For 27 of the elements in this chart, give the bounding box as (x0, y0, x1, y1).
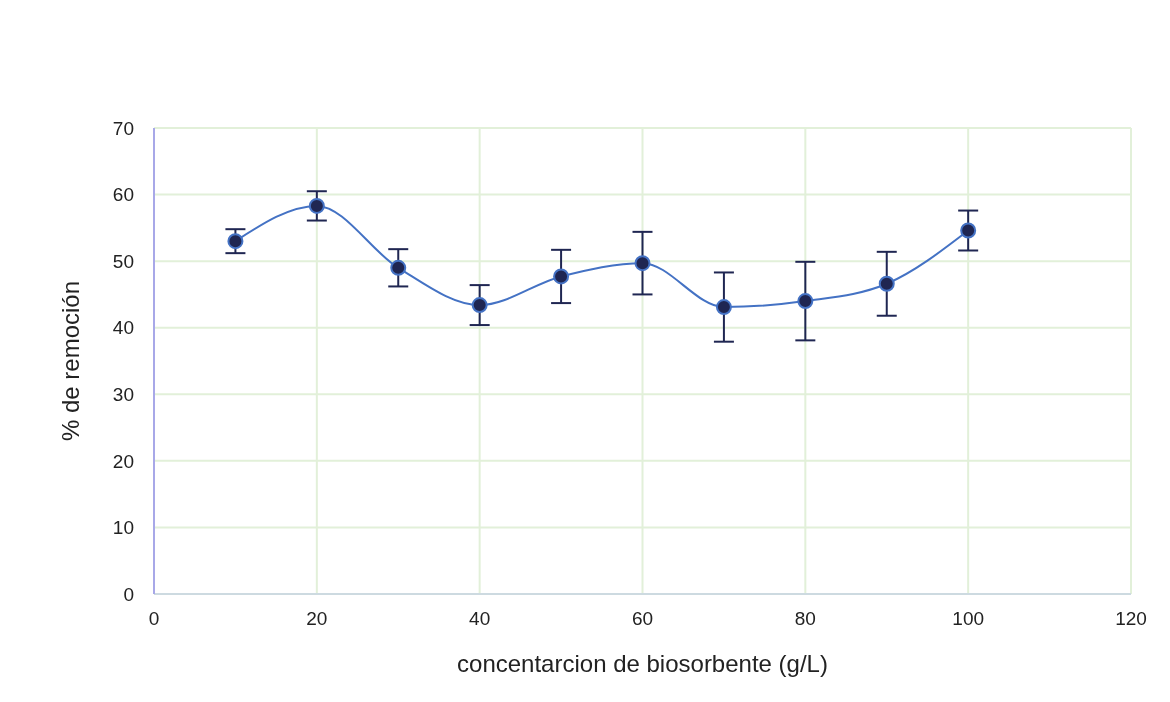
x-tick-label: 80 (794, 608, 816, 630)
point (471, 297, 488, 314)
y-tick-label: 30 (112, 384, 134, 406)
y-tick-label: 50 (112, 250, 134, 272)
y-axis-title: % de remoción (56, 280, 84, 442)
y-tick-label: 20 (112, 450, 134, 472)
y-tick-label: 60 (112, 184, 134, 206)
point (390, 259, 407, 276)
y-tick-label: 0 (123, 583, 134, 605)
x-tick-label: 0 (148, 608, 160, 630)
point (634, 255, 651, 272)
point (878, 275, 895, 292)
x-tick-label: 100 (952, 608, 985, 630)
x-tick-label: 40 (469, 608, 491, 630)
x-tick-label: 20 (306, 608, 328, 630)
point (960, 222, 977, 239)
point (553, 268, 570, 285)
x-tick-label: 60 (631, 608, 654, 630)
x-tick-label: 120 (1115, 608, 1147, 630)
point (715, 299, 732, 316)
point (308, 197, 325, 214)
point (797, 293, 814, 310)
point (227, 233, 244, 250)
y-tick-label: 10 (112, 517, 134, 539)
y-tick-label: 70 (112, 117, 134, 139)
x-axis-title: concentarcion de biosorbente (g/L) (457, 650, 828, 677)
y-tick-label: 40 (112, 317, 134, 339)
